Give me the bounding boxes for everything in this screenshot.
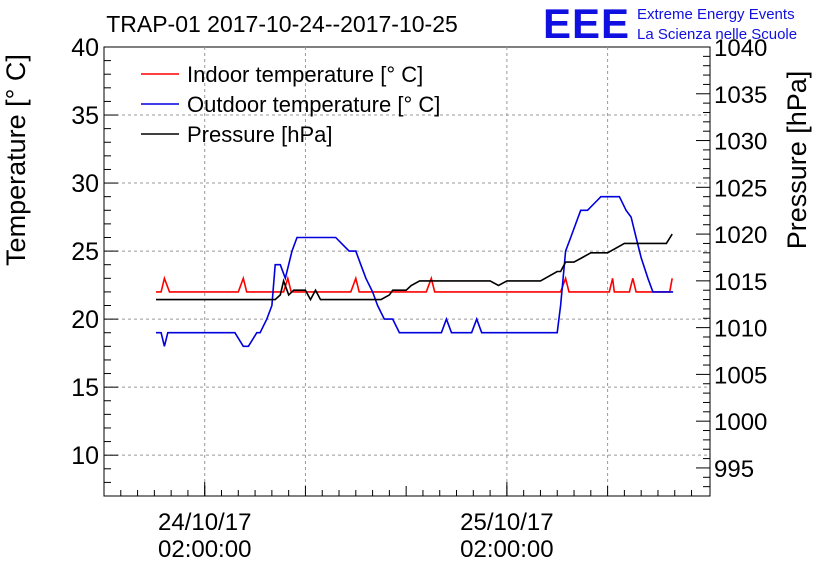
legend-label-outdoor: Outdoor temperature [° C] (187, 92, 440, 117)
y2-tick-label: 1035 (714, 82, 767, 109)
y-tick-label: 35 (71, 102, 99, 130)
series-lines (156, 195, 674, 348)
y2-tick-label: 1020 (714, 222, 767, 249)
grid-lines (104, 47, 710, 496)
axis-ticks (104, 46, 710, 496)
y2-tick-label: 995 (714, 456, 754, 483)
series-line-outdoor-temperature (156, 195, 674, 348)
y-tick-label: 15 (71, 374, 99, 402)
y2-tick-label: 1000 (714, 409, 767, 436)
legend-label-pressure: Pressure [hPa] (187, 122, 333, 147)
x-tick-label-time: 02:00:00 (158, 536, 251, 563)
eee-logo: EEE Extreme Energy Events La Scienza nel… (543, 0, 797, 47)
x-tick-label-date: 24/10/17 (158, 509, 251, 536)
y2-tick-label: 1030 (714, 129, 767, 156)
series-line-pressure (156, 233, 673, 302)
eee-logo-line2: La Scienza nelle Scuole (637, 26, 797, 43)
series-line-indoor-temperature (156, 275, 673, 293)
legend-label-indoor: Indoor temperature [° C] (187, 62, 423, 87)
y2-tick-label: 1010 (714, 316, 767, 343)
y2-axis-label: Pressure [hPa] (782, 71, 812, 250)
y-tick-label: 10 (71, 442, 99, 470)
x-tick-label-date: 25/10/17 (460, 509, 553, 536)
y2-tick-label: 1025 (714, 175, 767, 202)
x-tick-label-time: 02:00:00 (460, 536, 553, 563)
y2-tick-label: 1040 (714, 35, 767, 62)
y-tick-label: 30 (71, 170, 99, 198)
y2-tick-label: 1005 (714, 362, 767, 389)
eee-logo-line1: Extreme Energy Events (637, 6, 795, 23)
legend: Indoor temperature [° C] Outdoor tempera… (141, 62, 440, 147)
chart-title: TRAP-01 2017-10-24--2017-10-25 (106, 11, 458, 37)
eee-logo-mark: EEE (543, 0, 630, 47)
y-tick-label: 25 (71, 238, 99, 266)
y-tick-label: 20 (71, 306, 99, 334)
y-axis-label: Temperature [° C] (1, 54, 31, 266)
y2-tick-label: 1015 (714, 269, 767, 296)
y-tick-label: 40 (71, 34, 99, 62)
